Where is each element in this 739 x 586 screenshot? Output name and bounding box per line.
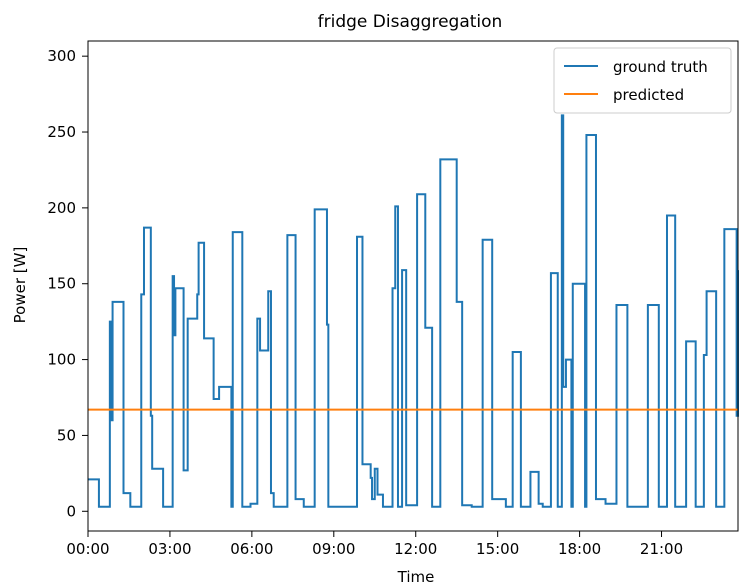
x-tick-label: 21:00 <box>640 540 683 558</box>
x-tick-label: 06:00 <box>230 540 273 558</box>
y-tick-label: 0 <box>66 502 76 520</box>
legend: ground truth predicted <box>553 47 732 114</box>
x-tick-label: 00:00 <box>66 540 109 558</box>
chart-title: fridge Disaggregation <box>318 12 503 32</box>
x-tick-label: 09:00 <box>312 540 355 558</box>
y-axis: 0 50 100 150 200 250 300 <box>47 47 88 520</box>
x-axis-title: Time <box>397 568 435 586</box>
x-axis: 00:00 03:00 06:00 09:00 12:00 15:00 18:00 21:00 <box>66 531 683 558</box>
legend-label-predicted: predicted <box>613 86 684 104</box>
x-tick-label: 18:00 <box>558 540 601 558</box>
y-axis-title: Power [W] <box>11 247 29 324</box>
x-tick-label: 15:00 <box>476 540 519 558</box>
series-line-ground-truth <box>88 114 739 508</box>
x-tick-label: 03:00 <box>148 540 191 558</box>
legend-label-ground-truth: ground truth <box>613 58 708 76</box>
y-tick-label: 250 <box>47 123 76 141</box>
plot-frame <box>87 40 739 532</box>
y-tick-label: 100 <box>47 351 76 369</box>
plot-area <box>88 114 739 508</box>
x-tick-label: 12:00 <box>394 540 437 558</box>
y-tick-label: 50 <box>57 426 76 444</box>
y-tick-label: 200 <box>47 199 76 217</box>
legend-box <box>553 47 732 114</box>
y-tick-label: 150 <box>47 275 76 293</box>
y-tick-label: 300 <box>47 47 76 65</box>
